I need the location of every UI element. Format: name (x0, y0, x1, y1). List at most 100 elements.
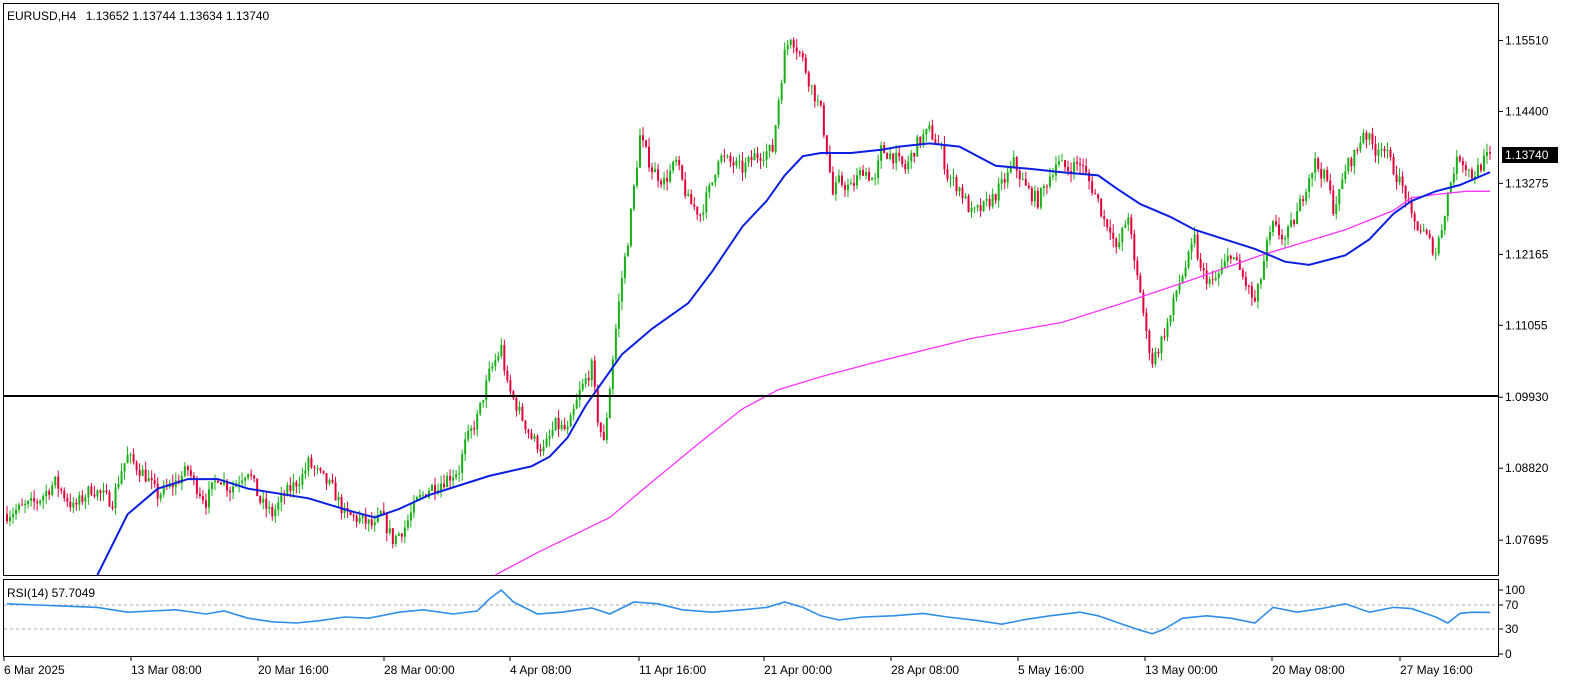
candle (1392, 153, 1395, 176)
candle-body (319, 468, 322, 471)
candle-body (1317, 158, 1320, 169)
candle (506, 365, 509, 384)
candle-body (60, 488, 63, 491)
candle-body (509, 380, 512, 392)
main-chart-frame (3, 3, 1499, 576)
candle-body (340, 497, 343, 514)
candle (1365, 130, 1368, 149)
rsi-tick-label: 70 (1505, 598, 1519, 612)
candle (313, 465, 316, 477)
candle-body (1347, 158, 1350, 172)
candle (1057, 155, 1060, 168)
candle (1485, 143, 1488, 165)
candle-body (874, 177, 877, 179)
candle-body (204, 500, 207, 508)
candle (714, 174, 717, 187)
candle (1208, 276, 1211, 288)
candle (1160, 335, 1163, 361)
last-price-badge-bg (1502, 147, 1558, 163)
candle-body (623, 256, 626, 279)
candle-body (1088, 172, 1091, 182)
candle (250, 469, 253, 480)
candle-body (1054, 164, 1057, 176)
candle (102, 482, 105, 501)
candle-body (1033, 190, 1036, 202)
candle (997, 177, 1000, 208)
candle-body (1124, 224, 1127, 228)
candle-body (265, 498, 268, 509)
candle-body (871, 178, 874, 181)
candle (1118, 233, 1121, 250)
candle (1175, 290, 1178, 302)
candle-body (253, 475, 256, 479)
candle (1187, 249, 1190, 270)
rsi-line (6, 588, 1491, 635)
candle-body (1139, 275, 1142, 293)
candle-body (708, 184, 711, 193)
candle (394, 534, 397, 547)
price-tick-label: 1.09930 (1505, 390, 1549, 404)
candle (729, 152, 732, 168)
candle (1091, 174, 1094, 196)
candle-body (910, 152, 913, 162)
candle-body (1241, 269, 1244, 277)
candle (1278, 217, 1281, 240)
candle (946, 163, 949, 182)
candle-body (244, 478, 247, 481)
chart-header: EURUSD,H4 1.13652 1.13744 1.13634 1.1374… (7, 9, 270, 23)
time-axis: 6 Mar 2025 13 Mar 08:00 20 Mar 16:00 28 Mar… (3, 656, 1473, 677)
candle-body (1196, 234, 1199, 259)
candle (81, 490, 84, 505)
candle-body (476, 413, 479, 430)
candle-body (21, 504, 24, 506)
candle-body (777, 100, 780, 126)
candle (72, 497, 75, 514)
candle (1419, 224, 1422, 235)
candle-body (361, 514, 364, 518)
candle-body (922, 134, 925, 145)
candle-body (1006, 172, 1009, 183)
candle (1244, 271, 1247, 291)
candle-body (376, 514, 379, 522)
candle (771, 138, 774, 153)
main-chart-area (3, 3, 1499, 576)
candle (1106, 218, 1109, 231)
candle-body (596, 386, 599, 423)
candle (587, 370, 590, 387)
candle-body (331, 479, 334, 483)
candle (24, 499, 27, 514)
time-tick-label: 28 Mar 00:00 (384, 663, 455, 677)
candle (1377, 142, 1380, 165)
candle-body (1127, 217, 1130, 225)
candle (536, 434, 539, 454)
candle-body (913, 152, 916, 157)
candle-body (1045, 186, 1048, 188)
candle-body (358, 517, 361, 523)
candle-body (370, 519, 373, 526)
candle-body (651, 167, 654, 173)
candle (108, 489, 111, 508)
candle-body (1057, 161, 1060, 165)
candle (883, 141, 886, 154)
candle (828, 145, 831, 174)
candle-body (720, 155, 723, 162)
candle (976, 204, 979, 212)
candle (783, 42, 786, 84)
candle (129, 452, 132, 464)
candle (1374, 135, 1377, 163)
candle (542, 439, 545, 456)
candle (599, 422, 602, 438)
candle-body (690, 193, 693, 205)
candle (289, 477, 292, 498)
candle-body (889, 153, 892, 159)
candle-body (6, 514, 8, 522)
candle (792, 37, 795, 54)
candle (325, 472, 328, 490)
time-tick-label: 13 May 00:00 (1145, 663, 1218, 677)
candle (476, 409, 479, 437)
candle (1166, 317, 1169, 342)
candle-body (1103, 216, 1106, 220)
candle (801, 50, 804, 62)
candle-body (1133, 234, 1136, 261)
candle (1033, 185, 1036, 207)
